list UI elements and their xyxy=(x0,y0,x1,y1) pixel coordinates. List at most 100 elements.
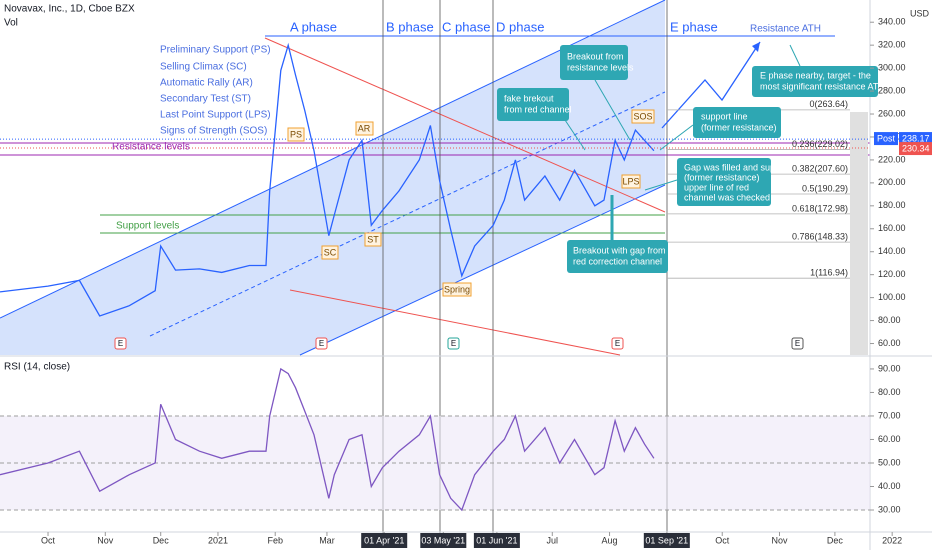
callout-text: Gap was filled and support xyxy=(684,162,791,172)
callout xyxy=(677,158,771,206)
tag-box xyxy=(355,121,374,136)
tick-highlight xyxy=(473,533,520,548)
callout-text: channel was checked xyxy=(684,192,770,202)
earnings-marker: E xyxy=(615,339,620,348)
fib-label: 0.236(229.02) xyxy=(792,139,848,149)
callout xyxy=(560,45,628,80)
price-tag xyxy=(899,142,932,156)
x-tick-label: Oct xyxy=(715,535,730,545)
tag-box xyxy=(364,232,382,247)
earnings-marker: E xyxy=(319,339,324,348)
x-tick-label: Mar xyxy=(319,535,335,545)
resistance-label: Resistance levels xyxy=(112,142,190,153)
wyckoff-legend: Last Point Support (LPS) xyxy=(160,110,271,121)
tag: SC xyxy=(324,247,337,257)
phase-label: A phase xyxy=(290,19,337,34)
wyckoff-legend: Selling Climax (SC) xyxy=(160,62,247,73)
callout-text: Breakout with gap from xyxy=(573,245,666,255)
callout xyxy=(497,88,569,121)
phase-label: E phase xyxy=(670,19,718,34)
x-tick-label: Nov xyxy=(97,535,114,545)
callout-text: support line xyxy=(701,111,748,121)
x-tick-label: Oct xyxy=(41,535,56,545)
post-label: Post xyxy=(877,133,896,143)
chart-title: Novavax, Inc., 1D, Cboe BZX xyxy=(4,4,135,15)
callout-text: Breakout from xyxy=(567,51,624,61)
tag-box xyxy=(631,109,655,124)
fib-label: 0.618(172.98) xyxy=(792,203,848,213)
post-tag xyxy=(874,132,898,146)
callouts: Breakout from resistance levels fake bre… xyxy=(497,44,885,273)
fib-box xyxy=(850,112,868,355)
y-tick-label: 140.00 xyxy=(878,246,906,256)
x-tick-label: 2021 xyxy=(208,535,228,545)
y-tick-label: 300.00 xyxy=(878,62,906,72)
arrow-head xyxy=(752,42,760,52)
callout-pointer xyxy=(659,124,694,151)
red-channel-upper xyxy=(264,37,666,213)
x-tick-label: 01 Sep '21 xyxy=(645,535,688,545)
tag-box xyxy=(321,245,339,260)
ath-label: Resistance ATH xyxy=(750,24,821,35)
y-tick-label: 60.00 xyxy=(878,338,901,348)
y-tick-label: 30.00 xyxy=(878,504,901,514)
data-layer xyxy=(0,42,870,512)
y-tick-label: 280.00 xyxy=(878,85,906,95)
currency: USD xyxy=(910,8,930,18)
y-tick-label: 120.00 xyxy=(878,269,906,279)
callout-text: E phase nearby, target - the xyxy=(760,70,871,80)
red-channel-lower xyxy=(289,289,621,356)
callout-pointer xyxy=(594,79,631,141)
earnings-box xyxy=(611,337,624,350)
wyckoff-legend: Secondary Test (ST) xyxy=(160,94,251,105)
y-tick-label: 220.00 xyxy=(878,154,906,164)
tick-highlight xyxy=(643,533,690,548)
callout xyxy=(693,107,781,138)
earnings-markers: E E E E E xyxy=(114,337,804,350)
x-tick-label: 2022 xyxy=(882,535,902,545)
tag-box xyxy=(621,174,641,189)
tags: PS SC AR ST Spring LPS SOS xyxy=(287,109,655,297)
tag-box xyxy=(442,282,472,297)
x-tick-label: Feb xyxy=(267,535,283,545)
earnings-box xyxy=(791,337,804,350)
earnings-marker: E xyxy=(118,339,123,348)
channel-mid xyxy=(149,91,666,337)
tick-highlight xyxy=(420,533,467,548)
earnings-marker: E xyxy=(795,339,800,348)
tick-highlight xyxy=(361,533,408,548)
earnings-box xyxy=(114,337,127,350)
fib-label: 0(263.64) xyxy=(809,99,848,109)
fib-label: 0.382(207.60) xyxy=(792,164,848,174)
callout-text: (former resistance) xyxy=(701,122,777,132)
rsi-title: RSI (14, close) xyxy=(4,362,70,373)
callout-text: red correction channel xyxy=(573,256,662,266)
y-tick-label: 260.00 xyxy=(878,108,906,118)
wyckoff-legend: Preliminary Support (PS) xyxy=(160,45,271,56)
fib-label: 0.786(148.33) xyxy=(792,232,848,242)
x-tick-label: Nov xyxy=(771,535,788,545)
callout-text: upper line of red xyxy=(684,182,749,192)
x-tick-label: Dec xyxy=(827,535,844,545)
phase-label: B phase xyxy=(386,19,434,34)
callout-text: most significant resistance ATH xyxy=(760,81,885,91)
wyckoff-legend: Automatic Rally (AR) xyxy=(160,78,253,89)
wyckoff-legend: Signs of Strength (SOS) xyxy=(160,126,267,137)
x-tick-label: 01 Jun '21 xyxy=(476,535,517,545)
phase-label: C phase xyxy=(442,19,490,34)
callout xyxy=(752,66,878,97)
y-tick-label: 60.00 xyxy=(878,434,901,444)
callout-text: (former resistance) xyxy=(684,172,760,182)
fib-label: 1(116.94) xyxy=(810,268,848,278)
tag: SOS xyxy=(633,111,652,121)
tag-box xyxy=(287,127,305,142)
x-tick-label: Aug xyxy=(602,535,618,545)
y-tick-label: 100.00 xyxy=(878,292,906,302)
callout xyxy=(567,240,668,273)
y-tick-label: 40.00 xyxy=(878,481,901,491)
y-tick-label: 50.00 xyxy=(878,457,901,467)
series-line xyxy=(0,367,655,512)
series-line xyxy=(0,42,655,317)
